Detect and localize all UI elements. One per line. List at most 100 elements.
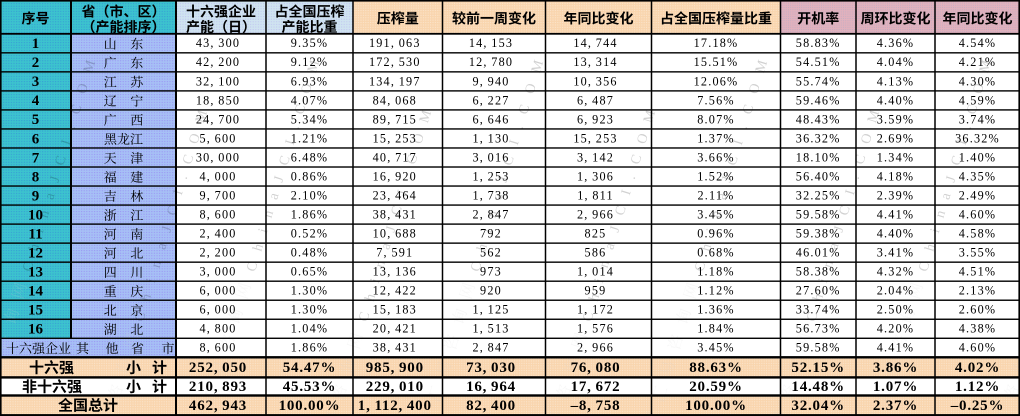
svg-text:2, 966: 2, 966 <box>577 341 614 355</box>
svg-text:100.00%: 100.00% <box>685 398 747 414</box>
svg-text:54.47%: 54.47% <box>283 360 337 376</box>
svg-text:3.74%: 3.74% <box>959 112 996 126</box>
svg-text:3.66%: 3.66% <box>697 150 734 164</box>
svg-text:1, 811: 1, 811 <box>577 189 614 203</box>
svg-text:4.30%: 4.30% <box>959 74 996 88</box>
svg-text:3, 000: 3, 000 <box>199 265 236 279</box>
svg-text:10, 356: 10, 356 <box>573 74 617 88</box>
svg-text:134, 197: 134, 197 <box>369 74 421 88</box>
svg-text:1.52%: 1.52% <box>697 169 734 183</box>
svg-text:18, 850: 18, 850 <box>196 93 240 107</box>
svg-text:1, 014: 1, 014 <box>577 265 614 279</box>
svg-text:4.04%: 4.04% <box>877 55 914 69</box>
svg-text:2.37%: 2.37% <box>873 398 918 414</box>
svg-text:17.18%: 17.18% <box>694 36 739 50</box>
svg-text:45.53%: 45.53% <box>283 379 337 395</box>
svg-text:14, 153: 14, 153 <box>469 36 513 50</box>
svg-text:1.12%: 1.12% <box>697 284 734 298</box>
svg-text:43, 300: 43, 300 <box>196 36 240 50</box>
svg-text:4.07%: 4.07% <box>291 93 328 107</box>
svg-text:1, 130: 1, 130 <box>472 131 509 145</box>
svg-text:825: 825 <box>585 227 607 241</box>
svg-text:2.50%: 2.50% <box>877 303 914 317</box>
svg-text:2.60%: 2.60% <box>959 303 996 317</box>
svg-text:1.07%: 1.07% <box>873 379 918 395</box>
svg-text:46.01%: 46.01% <box>796 246 841 260</box>
svg-text:32, 100: 32, 100 <box>196 74 240 88</box>
svg-text:2: 2 <box>32 55 40 71</box>
svg-text:59.58%: 59.58% <box>796 208 841 222</box>
svg-text:4.40%: 4.40% <box>877 93 914 107</box>
svg-text:3.55%: 3.55% <box>959 246 996 260</box>
svg-text:13, 314: 13, 314 <box>573 55 617 69</box>
svg-text:4.60%: 4.60% <box>959 341 996 355</box>
svg-text:1.18%: 1.18% <box>697 265 734 279</box>
svg-text:73, 030: 73, 030 <box>466 360 516 376</box>
svg-text:12, 780: 12, 780 <box>469 55 513 69</box>
svg-text:4.02%: 4.02% <box>955 360 1000 376</box>
svg-text:3.86%: 3.86% <box>873 360 918 376</box>
svg-text:18.10%: 18.10% <box>796 150 841 164</box>
svg-text:5: 5 <box>32 112 40 128</box>
svg-text:3.41%: 3.41% <box>877 246 914 260</box>
svg-text:1.36%: 1.36% <box>697 303 734 317</box>
svg-text:15, 253: 15, 253 <box>373 131 417 145</box>
svg-text:59.38%: 59.38% <box>796 227 841 241</box>
svg-text:1.21%: 1.21% <box>291 131 328 145</box>
svg-text:1.12%: 1.12% <box>955 379 1000 395</box>
svg-text:0.96%: 0.96% <box>697 227 734 241</box>
svg-text:58.83%: 58.83% <box>796 36 841 50</box>
svg-text:973: 973 <box>480 265 502 279</box>
svg-text:1: 1 <box>32 36 40 52</box>
svg-text:252, 050: 252, 050 <box>189 360 247 376</box>
svg-text:24, 700: 24, 700 <box>196 112 240 126</box>
svg-text:191, 063: 191, 063 <box>369 36 421 50</box>
svg-text:6, 000: 6, 000 <box>199 284 236 298</box>
svg-text:48.43%: 48.43% <box>796 112 841 126</box>
svg-text:56.73%: 56.73% <box>796 322 841 336</box>
svg-text:15.51%: 15.51% <box>694 55 739 69</box>
svg-text:100.00%: 100.00% <box>279 398 341 414</box>
svg-text:13, 136: 13, 136 <box>373 265 417 279</box>
svg-text:40, 717: 40, 717 <box>373 150 417 164</box>
svg-text:2, 200: 2, 200 <box>199 246 236 260</box>
svg-text:–8, 758: –8, 758 <box>570 398 621 414</box>
svg-text:462, 943: 462, 943 <box>189 398 247 414</box>
svg-text:4.35%: 4.35% <box>959 169 996 183</box>
svg-text:12: 12 <box>28 245 43 261</box>
svg-text:16: 16 <box>28 322 44 338</box>
svg-text:30, 000: 30, 000 <box>196 150 240 164</box>
svg-text:1, 125: 1, 125 <box>472 303 509 317</box>
svg-text:7: 7 <box>32 150 40 166</box>
svg-text:6, 923: 6, 923 <box>577 112 614 126</box>
svg-text:2, 847: 2, 847 <box>472 341 509 355</box>
svg-text:27.60%: 27.60% <box>796 284 841 298</box>
svg-text:55.74%: 55.74% <box>796 74 841 88</box>
svg-text:4.40%: 4.40% <box>877 227 914 241</box>
svg-text:10, 688: 10, 688 <box>373 227 417 241</box>
svg-text:16, 920: 16, 920 <box>373 169 417 183</box>
svg-text:4.32%: 4.32% <box>877 265 914 279</box>
svg-text:1, 253: 1, 253 <box>472 169 509 183</box>
svg-text:3, 142: 3, 142 <box>577 150 614 164</box>
svg-text:586: 586 <box>585 246 607 260</box>
svg-text:38, 431: 38, 431 <box>373 341 417 355</box>
svg-text:56.40%: 56.40% <box>796 169 841 183</box>
svg-text:6, 646: 6, 646 <box>472 112 509 126</box>
svg-text:10: 10 <box>28 207 43 223</box>
svg-text:6, 227: 6, 227 <box>472 93 509 107</box>
svg-text:4.41%: 4.41% <box>877 341 914 355</box>
svg-text:20.59%: 20.59% <box>689 379 743 395</box>
svg-text:2, 400: 2, 400 <box>199 227 236 241</box>
svg-text:2, 847: 2, 847 <box>472 208 509 222</box>
svg-text:5.34%: 5.34% <box>291 112 328 126</box>
svg-text:6, 000: 6, 000 <box>199 303 236 317</box>
svg-text:2.39%: 2.39% <box>877 189 914 203</box>
svg-text:6.48%: 6.48% <box>291 150 328 164</box>
svg-text:1.86%: 1.86% <box>291 208 328 222</box>
svg-text:5, 600: 5, 600 <box>199 131 236 145</box>
svg-text:52.15%: 52.15% <box>791 360 845 376</box>
svg-text:–0.25%: –0.25% <box>950 398 1005 414</box>
svg-text:1.30%: 1.30% <box>291 303 328 317</box>
svg-text:4.36%: 4.36% <box>877 36 914 50</box>
